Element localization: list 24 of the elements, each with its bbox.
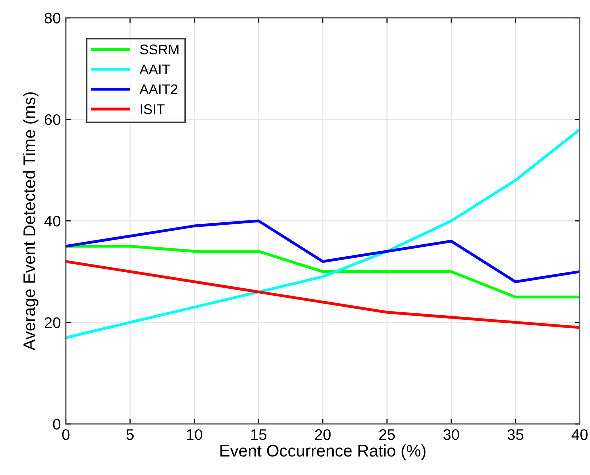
y-tick-label: 60: [45, 114, 61, 126]
line-series: [66, 245, 580, 299]
y-tick-label: 0: [53, 419, 61, 430]
x-tick-label: 40: [572, 429, 588, 440]
x-tick-label: 20: [315, 429, 331, 440]
y-tick-label: 40: [44, 216, 61, 227]
x-tick-label: 35: [508, 429, 524, 440]
x-tick-label: 15: [251, 430, 267, 440]
line-series: [66, 220, 580, 284]
legend-label: AAIT: [140, 64, 170, 74]
legend-label: ISIT: [140, 104, 165, 114]
x-tick-label: 5: [126, 430, 134, 440]
line-series: [66, 260, 580, 330]
x-tick-label: 10: [187, 429, 202, 440]
x-tick-label: 25: [380, 429, 396, 440]
x-axis-title: Event Occurrence Ratio (%): [220, 444, 426, 460]
y-tick-label: 80: [44, 12, 61, 24]
y-tick-label: 20: [44, 318, 61, 328]
legend-label: AAIT2: [140, 84, 178, 94]
line-series: [66, 128, 580, 340]
y-axis-title: Average Event Detected Time (ms): [23, 92, 39, 351]
legend-label: SSRM: [140, 44, 179, 55]
x-tick-label: 30: [444, 429, 460, 440]
x-tick-label: 0: [62, 429, 70, 440]
